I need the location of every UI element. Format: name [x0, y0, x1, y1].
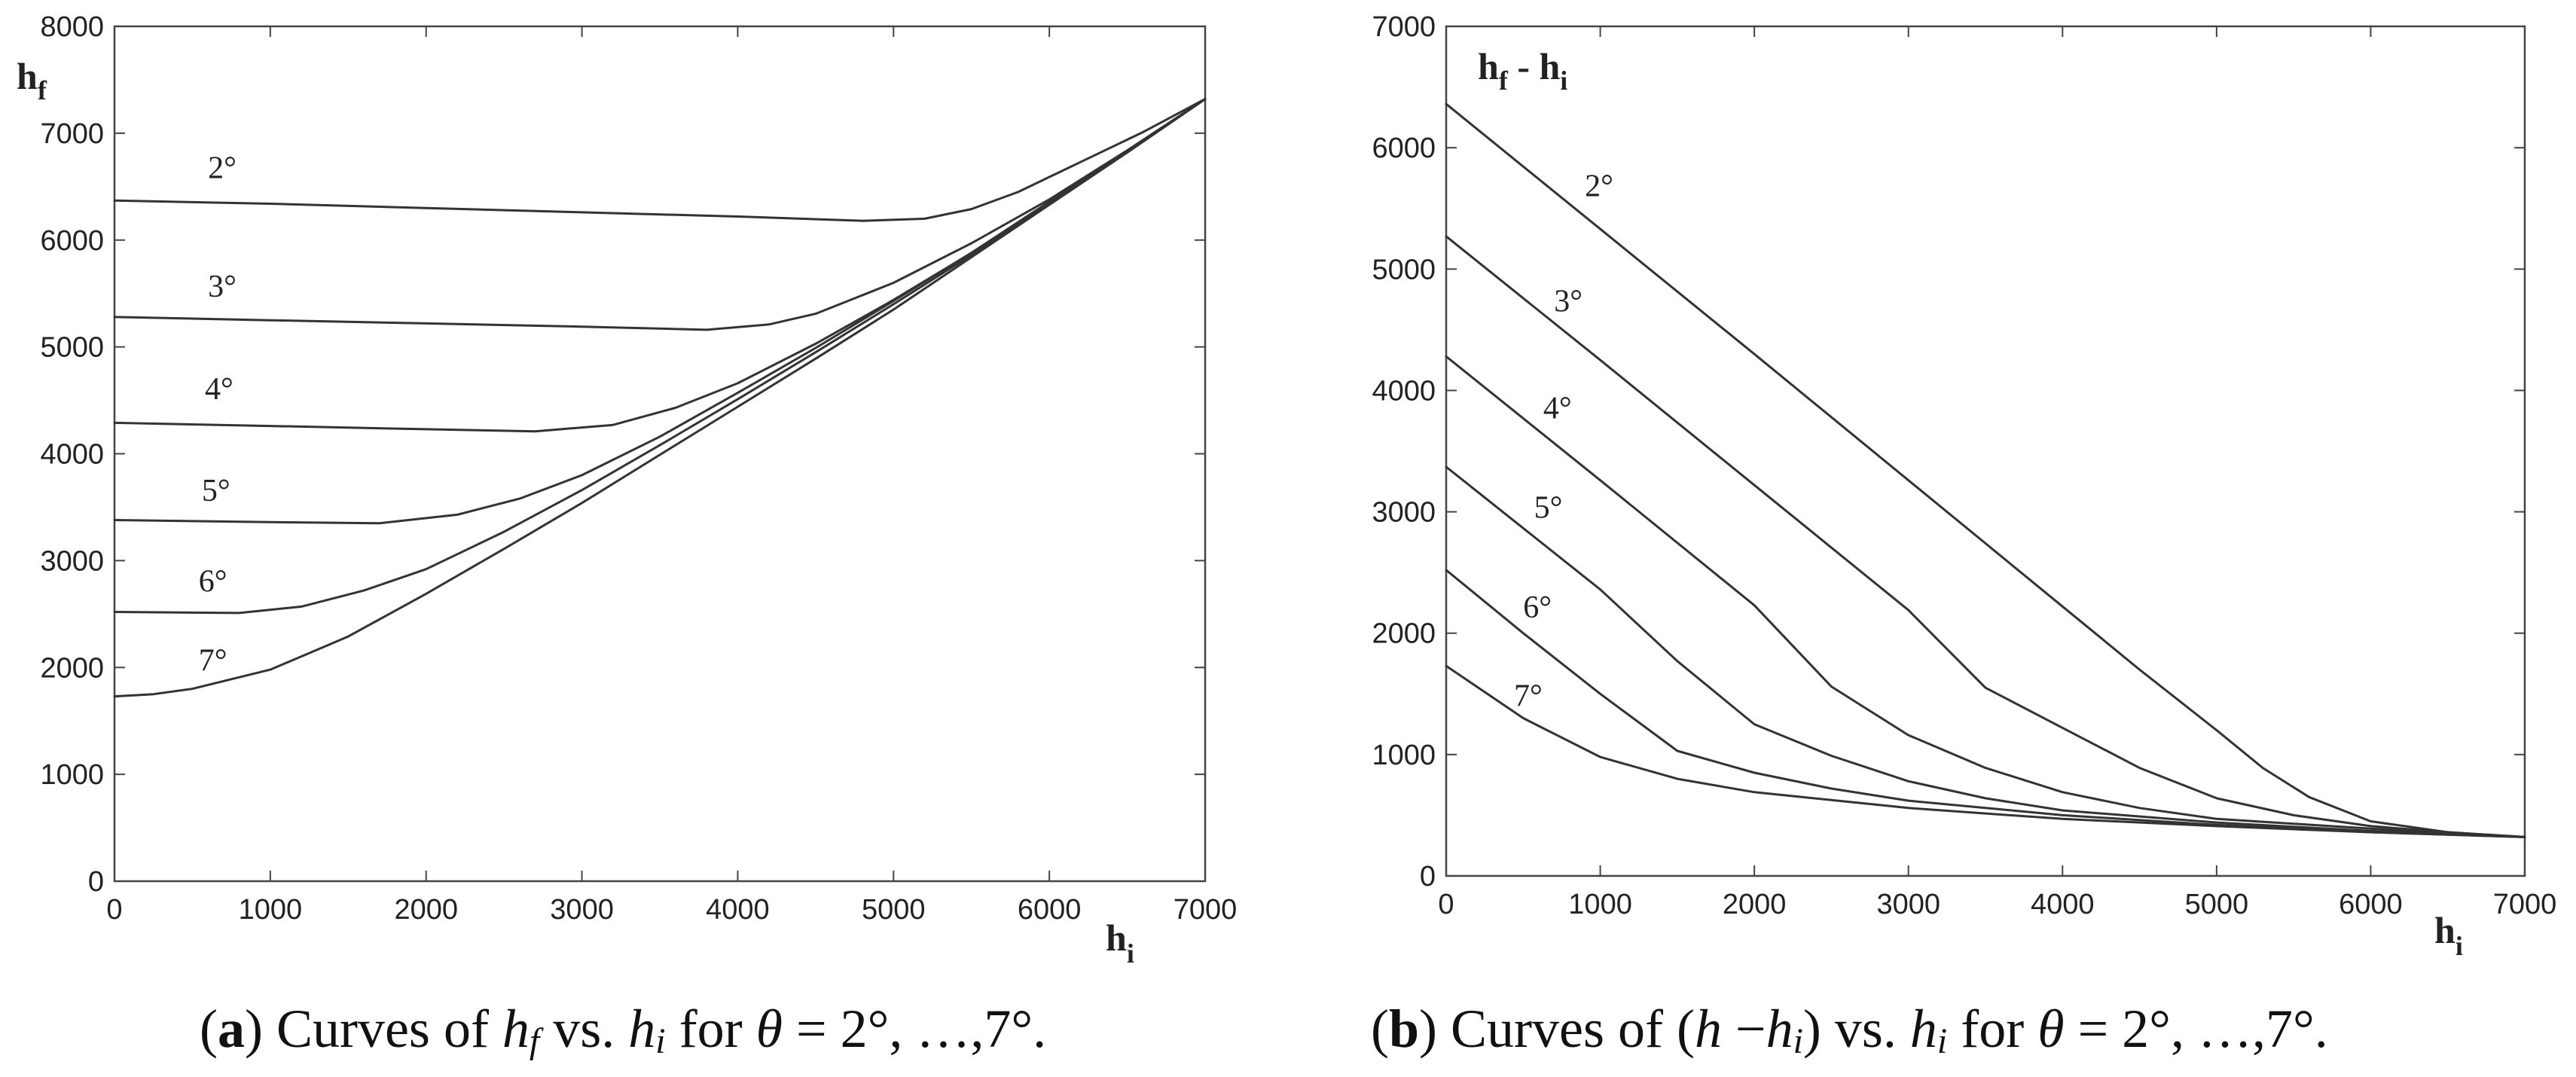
x-tick-label: 5000 [862, 894, 926, 926]
series-line-b-3 [1445, 465, 2526, 838]
series-line-b-0 [1445, 102, 2526, 838]
series-label-b-2: 4° [1543, 391, 1572, 426]
series-label-b-0: 2° [1585, 169, 1613, 204]
y-tick-label: 4000 [1372, 375, 1436, 407]
y-tick-label: 6000 [1372, 133, 1436, 164]
y-tick-label: 6000 [40, 225, 104, 257]
x-tick-label: 6000 [1018, 894, 1082, 926]
series-label-a-5: 7° [199, 644, 227, 679]
series-line-a-2 [113, 98, 1207, 433]
x-axis-label-b: hi [2434, 909, 2463, 961]
x-tick-label: 6000 [2339, 889, 2403, 920]
series-line-a-1 [113, 98, 1207, 331]
x-tick-label: 5000 [2185, 889, 2249, 920]
y-tick-label: 7000 [40, 118, 104, 150]
x-tick-label: 4000 [2031, 889, 2095, 920]
y-tick-label: 5000 [40, 332, 104, 364]
series-line-a-0 [113, 98, 1207, 222]
y-tick-label: 3000 [40, 545, 104, 577]
series-line-b-2 [1445, 355, 2526, 838]
plot-frame-b [1445, 25, 2526, 877]
series-line-b-1 [1445, 235, 2526, 838]
x-tick-label: 4000 [706, 894, 770, 926]
caption-a: (a) Curves of hf vs. hi for θ = 2°, …,7°… [200, 999, 1047, 1061]
y-tick-label: 7000 [1372, 11, 1436, 43]
y-tick-label: 5000 [1372, 254, 1436, 285]
x-tick-label: 7000 [1174, 894, 1238, 926]
x-tick-label: 0 [106, 894, 122, 926]
series-label-a-4: 6° [199, 565, 227, 600]
chart-panel-a: 0 1000 2000 3000 4000 5000 6000 7000 0 1000 2000 30… [17, 11, 1237, 969]
series-label-a-0: 2° [208, 151, 237, 185]
y-tick-label: 1000 [1372, 740, 1436, 771]
y-tick-label: 2000 [1372, 618, 1436, 650]
series-line-a-5 [113, 98, 1207, 698]
series-label-b-4: 6° [1523, 590, 1552, 625]
x-tick-label: 2000 [1723, 889, 1787, 920]
series-label-b-3: 5° [1534, 491, 1563, 526]
series-label-a-2: 4° [205, 372, 233, 407]
series-label-b-5: 7° [1514, 679, 1543, 713]
y-tick-label: 4000 [40, 439, 104, 471]
y-axis-label-a: hf [17, 55, 47, 105]
x-tick-label: 3000 [1876, 889, 1940, 920]
series-line-a-3 [113, 98, 1207, 525]
x-tick-label: 7000 [2493, 889, 2557, 920]
x-tick-label: 1000 [239, 894, 303, 926]
x-tick-label: 0 [1438, 889, 1454, 920]
y-axis-label-b: hf - hi [1478, 45, 1567, 96]
series-label-b-1: 3° [1554, 285, 1583, 319]
x-tick-label: 2000 [394, 894, 458, 926]
y-tick-label: 0 [1420, 861, 1436, 892]
series-line-b-4 [1445, 569, 2526, 838]
series-line-a-4 [113, 98, 1207, 615]
y-tick-label: 0 [88, 866, 104, 898]
x-axis-label-a: hi [1106, 917, 1134, 969]
y-tick-label: 2000 [40, 652, 104, 684]
x-tick-label: 3000 [550, 894, 614, 926]
chart-panel-b: 0 1000 2000 3000 4000 5000 6000 7000 0 1000 2000 30… [1372, 11, 2556, 961]
series-label-a-3: 5° [202, 474, 230, 508]
y-tick-label: 8000 [40, 11, 104, 43]
series-line-b-5 [1445, 664, 2526, 838]
y-tick-label: 1000 [40, 759, 104, 791]
y-tick-label: 3000 [1372, 497, 1436, 529]
caption-b: (b) Curves of (h −hi) vs. hi for θ = 2°,… [1371, 999, 2328, 1061]
x-tick-label: 1000 [1568, 889, 1632, 920]
series-label-a-1: 3° [208, 270, 237, 304]
